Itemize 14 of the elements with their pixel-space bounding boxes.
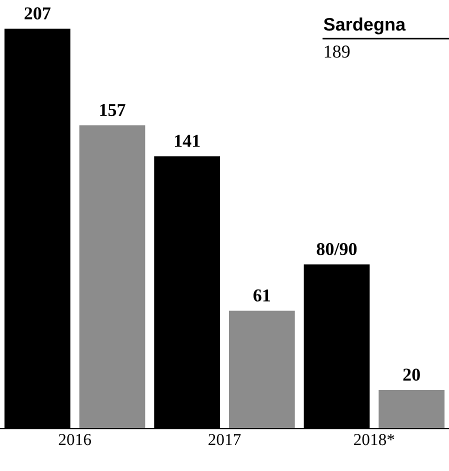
bar (79, 125, 146, 429)
x-tick-label: 2017 (208, 434, 241, 446)
bar (228, 310, 295, 429)
annotation: Sardegna (324, 17, 406, 34)
data-label: 20 (403, 368, 420, 381)
data-label: 141 (174, 134, 200, 147)
x-tick-label: 2018* (354, 434, 394, 446)
data-label: 80/90 (316, 242, 357, 256)
bar (378, 390, 445, 429)
data-label: 61 (254, 289, 270, 302)
x-tick-label: 2016 (58, 434, 92, 446)
data-label: 207 (24, 7, 51, 20)
annotation: 189 (324, 46, 350, 58)
data-label: 157 (100, 104, 126, 116)
